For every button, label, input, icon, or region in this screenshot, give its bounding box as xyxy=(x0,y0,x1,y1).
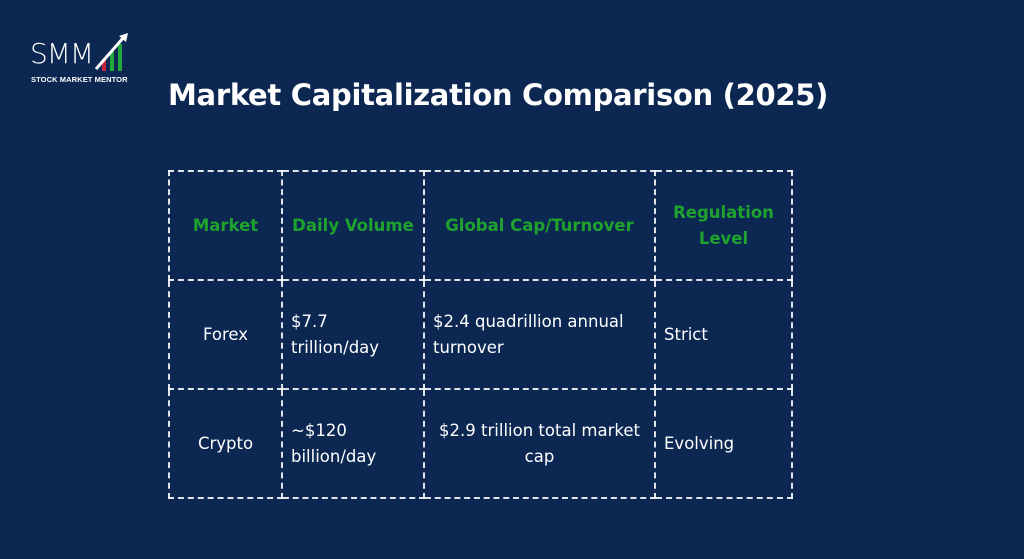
brand-logo: SMM STOCK MARKET MENTOR xyxy=(30,33,130,88)
comparison-table-container: Market Daily Volume Global Cap/Turnover … xyxy=(168,170,793,499)
column-header-regulation-level: Regulation Level xyxy=(654,170,793,281)
page-title: Market Capitalization Comparison (2025) xyxy=(168,78,829,112)
logo-wordmark: SMM xyxy=(30,37,94,70)
cell-regulation: Strict xyxy=(654,279,793,390)
table-header-row: Market Daily Volume Global Cap/Turnover … xyxy=(168,170,793,281)
cell-market: Forex xyxy=(168,279,283,390)
chart-arrow-icon xyxy=(94,33,128,71)
column-header-global-cap: Global Cap/Turnover xyxy=(423,170,656,281)
cell-daily-volume: $7.7 trillion/day xyxy=(281,279,425,390)
column-header-daily-volume: Daily Volume xyxy=(281,170,425,281)
daily-volume-text: $7.7 trillion/day xyxy=(291,311,380,357)
logo-tagline: STOCK MARKET MENTOR xyxy=(31,75,128,84)
table-row: Crypto ~$120 billion/day $2.9 trillion t… xyxy=(168,388,793,499)
cell-global-cap: $2.4 quadrillion annual turnover xyxy=(423,279,656,390)
cell-daily-volume: ~$120 billion/day xyxy=(281,388,425,499)
cell-market: Crypto xyxy=(168,388,283,499)
table-row: Forex $7.7 trillion/day $2.4 quadrillion… xyxy=(168,279,793,390)
cell-regulation: Evolving xyxy=(654,388,793,499)
cell-global-cap: $2.9 trillion total market cap xyxy=(423,388,656,499)
daily-volume-text: ~$120 billion/day xyxy=(291,420,377,466)
regulation-header-text: Regulation Level xyxy=(673,202,774,248)
market-comparison-table: Market Daily Volume Global Cap/Turnover … xyxy=(168,170,793,499)
column-header-market: Market xyxy=(168,170,283,281)
